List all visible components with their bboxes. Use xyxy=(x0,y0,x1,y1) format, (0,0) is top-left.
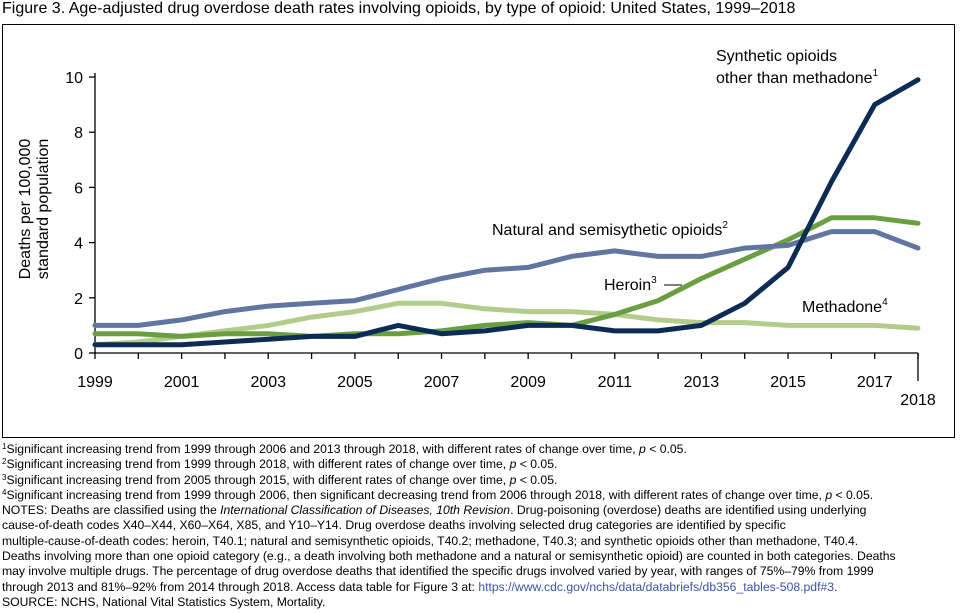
annotation-synthetic-opioids-line2: other than methadone1 xyxy=(716,68,879,87)
notes-line-6: through 2013 and 81%–92% from 2014 throu… xyxy=(2,579,838,594)
notes-line-3: multiple-cause-of-death codes: heroin, T… xyxy=(2,533,859,548)
notes-line-1: NOTES: Deaths are classified using the I… xyxy=(2,503,867,518)
x-tick-label: 2017 xyxy=(857,374,893,391)
y-tick-label: 2 xyxy=(74,291,83,308)
source-line: SOURCE: NCHS, National Vital Statistics … xyxy=(2,594,326,609)
y-axis-label-line: standard population xyxy=(35,139,52,280)
x-tick-label: 2018 xyxy=(900,392,936,409)
data-table-link[interactable]: https://www.cdc.gov/nchs/data/databriefs… xyxy=(478,579,835,594)
x-tick-label: 2013 xyxy=(684,374,720,391)
y-axis-label-line: Deaths per 100,000 xyxy=(17,139,34,280)
y-tick-label: 10 xyxy=(65,70,83,87)
x-tick-label: 2005 xyxy=(337,374,373,391)
y-tick-label: 6 xyxy=(74,180,83,197)
y-tick-label: 8 xyxy=(74,125,83,142)
series-line-natural-semisynthetic xyxy=(92,229,921,328)
x-tick-label: 1999 xyxy=(77,374,113,391)
footnotes: 1Significant increasing trend from 1999 … xyxy=(2,442,957,610)
figure-title: Figure 3. Age-adjusted drug overdose dea… xyxy=(2,0,796,17)
footnote-3: 3Significant increasing trend from 2005 … xyxy=(2,472,558,487)
notes-line-2: cause-of-death codes X40–X44, X60–X64, X… xyxy=(2,518,786,533)
x-tick-label: 2015 xyxy=(770,374,806,391)
annotation-heroin: Heroin3 xyxy=(604,275,657,294)
series-line-methadone xyxy=(92,300,921,348)
footnote-1: 1Significant increasing trend from 1999 … xyxy=(2,442,687,456)
series-line-heroin xyxy=(92,215,921,339)
series-line-synthetic-opioids xyxy=(92,77,921,348)
footnote-4: 4Significant increasing trend from 1999 … xyxy=(2,487,874,502)
footnote-2: 2Significant increasing trend from 1999 … xyxy=(2,457,558,472)
x-tick-label: 2001 xyxy=(164,374,200,391)
notes-line-4: Deaths involving more than one opioid ca… xyxy=(2,549,896,564)
opioid-line-chart: 0 2 4 6 8 10 1999 2001 2003 2005 2007 2009 2011 2013 2… xyxy=(17,48,936,409)
x-tick-label: 2009 xyxy=(510,374,546,391)
notes-line-5: may involve multiple drugs. The percenta… xyxy=(2,564,874,579)
y-axis-label: Deaths per 100,000standard population xyxy=(17,139,52,280)
annotation-synthetic-opioids-line1: Synthetic opioids xyxy=(716,48,837,65)
x-tick-label: 2003 xyxy=(250,374,286,391)
y-tick-label: 0 xyxy=(74,346,83,363)
annotation-natural-semisynthetic: Natural and semisythetic opioids2 xyxy=(492,220,728,239)
y-tick-label: 4 xyxy=(74,236,83,253)
chart-frame: 0 2 4 6 8 10 1999 2001 2003 2005 2007 2009 2011 2013 2… xyxy=(2,24,955,438)
x-tick-label: 2007 xyxy=(424,374,460,391)
annotation-methadone: Methadone4 xyxy=(802,297,888,316)
x-tick-label: 2011 xyxy=(598,374,633,391)
